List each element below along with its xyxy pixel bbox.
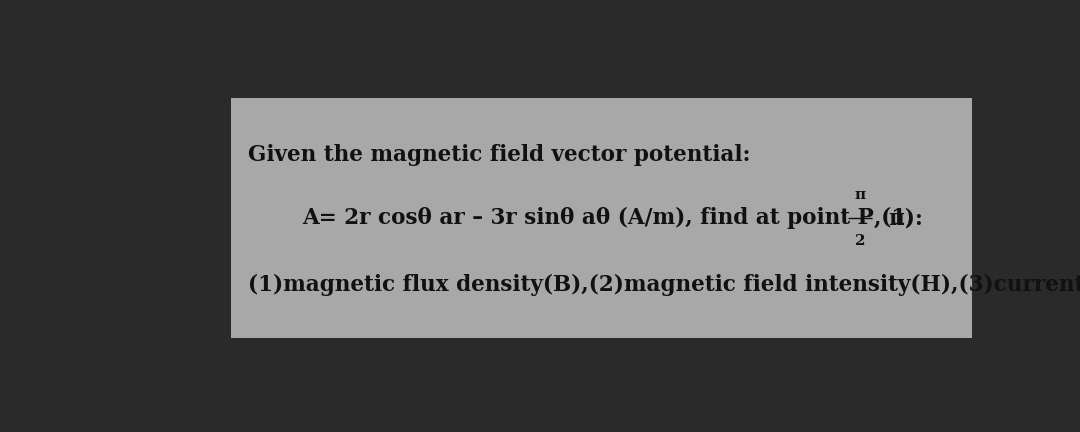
Text: A= 2r cosθ ar – 3r sinθ aθ (A/m), find at point P (1,: A= 2r cosθ ar – 3r sinθ aθ (A/m), find a… [302,207,914,229]
Text: (1)magnetic flux density(B),(2)magnetic field intensity(H),(3)current density (J: (1)magnetic flux density(B),(2)magnetic … [248,273,1080,296]
Text: , π):: , π): [875,207,923,229]
Text: 2: 2 [855,235,865,248]
Text: π: π [854,188,866,202]
FancyBboxPatch shape [231,98,972,338]
Text: Given the magnetic field vector potential:: Given the magnetic field vector potentia… [248,144,751,166]
